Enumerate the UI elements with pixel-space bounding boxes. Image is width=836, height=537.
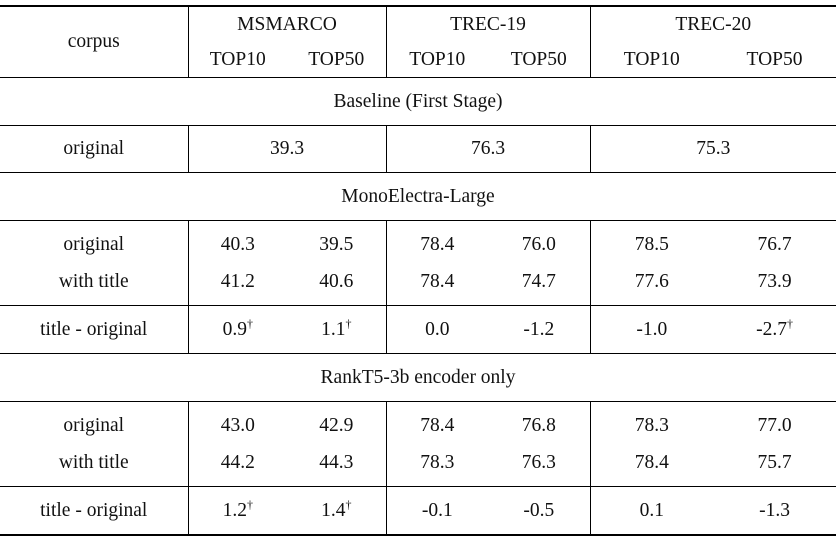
- subcol-header: TOP10: [589, 42, 714, 78]
- table-row-baseline-original: original 39.3 76.3 75.3: [0, 125, 836, 173]
- table-cell: 76.3: [488, 444, 591, 487]
- table-cell: 76.0: [521, 233, 556, 255]
- results-table: corpus MSMARCO TREC-19 TREC-20 TOP10 TOP…: [0, 5, 836, 536]
- section-title-row: RankT5-3b encoder only: [0, 353, 836, 402]
- table-cell: 44.2: [187, 444, 287, 487]
- table-cell: 0.0: [385, 305, 489, 354]
- header-row-groups: corpus MSMARCO TREC-19 TREC-20: [0, 6, 836, 78]
- table-cell: 44.3: [287, 444, 387, 487]
- table-row-original: original 40.3 39.5 78.4 76.0 78.5 76.7: [0, 220, 836, 263]
- subcol-header: TOP10: [385, 42, 489, 78]
- row-label: original: [63, 414, 125, 436]
- subcol-header: TOP50: [713, 42, 836, 78]
- table-cell: 1.2†: [187, 486, 287, 535]
- table-row-original: original 43.0 42.9 78.4 76.8 78.3 77.0: [0, 401, 836, 444]
- table-cell: -1.0: [589, 305, 714, 354]
- group-header-msmarco: MSMARCO: [187, 6, 387, 42]
- table-row-diff: title - original 1.2† 1.4† -0.1 -0.5 0.1…: [0, 486, 836, 535]
- subcol-header: TOP50: [488, 42, 591, 78]
- table-cell: 1.4†: [321, 497, 352, 521]
- table-cell: 0.1: [589, 486, 714, 535]
- table-cell: 0.9†: [187, 305, 287, 354]
- row-label: title - original: [0, 305, 188, 354]
- table-cell: 77.6: [589, 263, 714, 306]
- section-title-row: Baseline (First Stage): [0, 77, 836, 126]
- table-cell: 78.3: [385, 444, 489, 487]
- table-cell: 75.7: [713, 444, 836, 487]
- section-title-row: MonoElectra-Large: [0, 172, 836, 221]
- table-cell: -0.1: [385, 486, 489, 535]
- dagger-mark: †: [246, 316, 253, 330]
- table-cell: 76.8: [521, 414, 556, 436]
- table-cell: 76.3: [385, 125, 591, 173]
- table-row-diff: title - original 0.9† 1.1† 0.0 -1.2 -1.0…: [0, 305, 836, 354]
- table-cell: 40.6: [287, 263, 387, 306]
- table-cell: -1.3: [759, 499, 790, 521]
- dagger-mark: †: [786, 316, 793, 330]
- table-cell: 77.0: [757, 414, 792, 436]
- table-cell: 78.4: [385, 401, 489, 444]
- table-cell: 43.0: [187, 401, 287, 444]
- table-cell: 1.1†: [287, 305, 387, 354]
- table-row-with-title: with title 44.2 44.3 78.3 76.3 78.4 75.7: [0, 444, 836, 487]
- table-cell: 39.3: [187, 125, 387, 173]
- section-title-rankt5: RankT5-3b encoder only: [0, 353, 836, 402]
- group-header-trec20: TREC-20: [589, 6, 836, 42]
- dagger-mark: †: [345, 316, 352, 330]
- table-cell: 75.3: [589, 125, 836, 173]
- row-label: with title: [0, 263, 188, 306]
- subcol-header: TOP50: [287, 42, 387, 78]
- table-cell: 78.4: [385, 263, 489, 306]
- table-cell: 41.2: [187, 263, 287, 306]
- table-cell: 78.3: [589, 401, 714, 444]
- corpus-header-cell: corpus: [0, 6, 188, 78]
- table-cell: -1.2: [488, 305, 591, 354]
- table-cell: 78.5: [589, 220, 714, 263]
- table-cell: -0.5: [523, 499, 555, 521]
- dagger-mark: †: [345, 497, 352, 511]
- row-label: title - original: [40, 499, 148, 521]
- table-cell: -2.7†: [713, 305, 836, 354]
- header-row-subcols: TOP10 TOP50 TOP10 TOP50 TOP10 TOP50: [0, 42, 836, 78]
- row-label: original: [0, 125, 188, 173]
- section-title-monoelectra: MonoElectra-Large: [0, 172, 836, 221]
- group-header-trec19: TREC-19: [385, 6, 591, 42]
- row-label: original: [63, 233, 125, 255]
- section-title-baseline: Baseline (First Stage): [0, 77, 836, 126]
- row-label: with title: [0, 444, 188, 487]
- table-cell: 73.9: [713, 263, 836, 306]
- table-row-with-title: with title 41.2 40.6 78.4 74.7 77.6 73.9: [0, 263, 836, 306]
- table-cell: 39.5: [319, 233, 354, 255]
- table-cell: 76.7: [757, 233, 792, 255]
- table-cell: 42.9: [319, 414, 354, 436]
- table-cell: 74.7: [488, 263, 591, 306]
- table-cell: 40.3: [187, 220, 287, 263]
- subcol-header: TOP10: [187, 42, 287, 78]
- dagger-mark: †: [246, 497, 253, 511]
- table-cell: 78.4: [589, 444, 714, 487]
- table-cell: 78.4: [385, 220, 489, 263]
